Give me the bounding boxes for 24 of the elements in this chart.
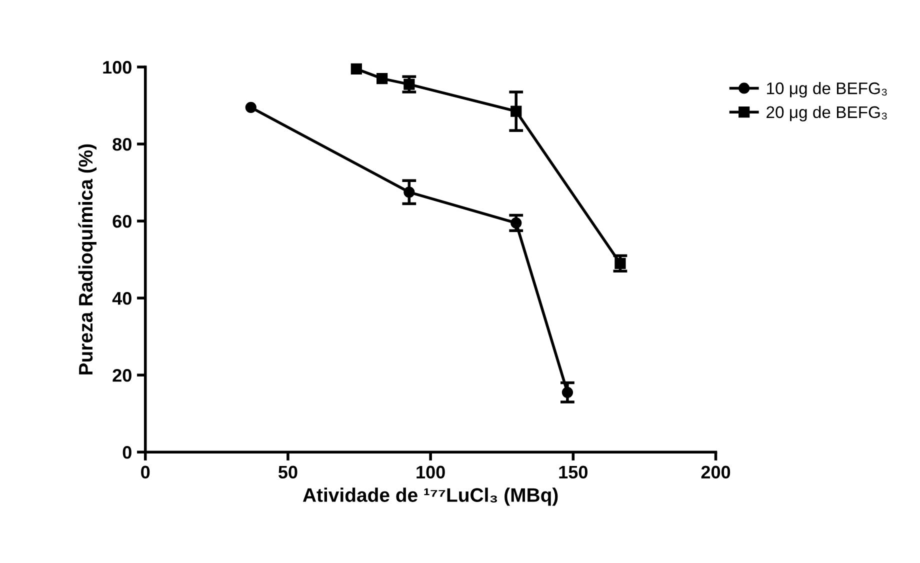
y-tick-label: 20	[112, 369, 132, 382]
point	[510, 217, 522, 229]
y-axis-title: Pureza Radioquímica (%)	[78, 144, 96, 374]
point	[350, 63, 362, 74]
x-tick-label: 0	[141, 466, 150, 479]
x-tick-label: 100	[416, 466, 445, 479]
x-tick-label: 150	[559, 466, 588, 479]
point	[376, 72, 388, 84]
point	[245, 102, 256, 113]
point	[562, 386, 574, 398]
point	[510, 106, 522, 117]
point	[404, 78, 415, 90]
y-tick-label: 100	[103, 60, 132, 74]
point	[404, 186, 415, 198]
y-tick-label: 80	[112, 138, 132, 151]
legend-label: 10 μg de BEFG₃	[767, 82, 887, 98]
y-tick-label: 60	[112, 214, 132, 228]
y-tick-label: 0	[122, 446, 132, 459]
y-tick-label: 40	[112, 292, 132, 305]
legend-label: 20 μg de BEFG₃	[766, 106, 887, 122]
x-axis-title: Atividade de ¹⁷⁷LuCl₃ (MBq)	[302, 488, 558, 506]
x-tick-label: 200	[701, 466, 730, 479]
point	[614, 258, 626, 269]
x-tick-label: 50	[278, 466, 298, 479]
